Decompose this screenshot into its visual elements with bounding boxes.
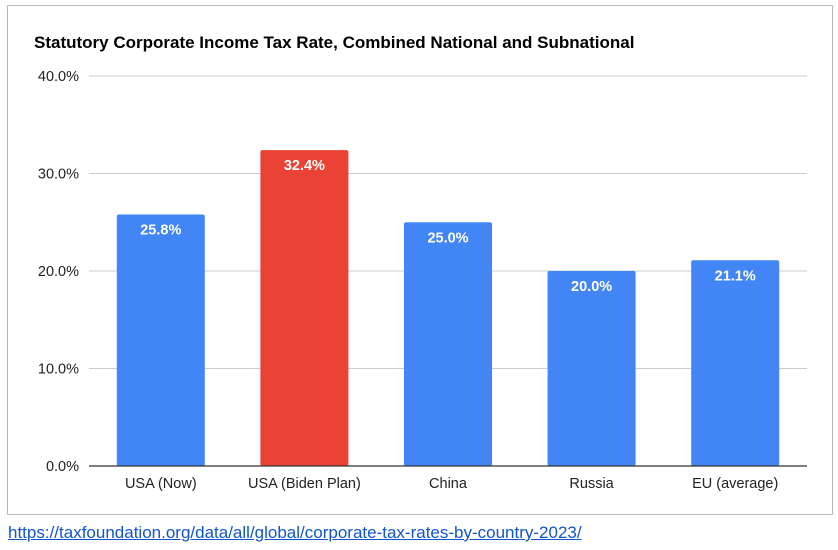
bar-data-label: 20.0% xyxy=(571,279,612,295)
y-tick-label: 30.0% xyxy=(38,167,79,183)
y-tick-label: 40.0% xyxy=(38,69,79,85)
chart-title: Statutory Corporate Income Tax Rate, Com… xyxy=(34,33,634,52)
x-axis-category-labels: USA (Now) USA (Biden Plan) China Russia EU (… xyxy=(125,476,778,492)
bar-data-label: 25.0% xyxy=(427,230,468,246)
y-tick-label: 10.0% xyxy=(38,362,79,378)
y-axis-tick-labels: 0.0% 10.0% 20.0% 30.0% 40.0% xyxy=(38,69,79,475)
bars xyxy=(116,150,780,466)
x-category-label: USA (Biden Plan) xyxy=(248,476,361,492)
bar xyxy=(116,214,205,466)
x-category-label: Russia xyxy=(569,476,614,492)
bar-data-label: 25.8% xyxy=(140,222,181,238)
y-tick-label: 0.0% xyxy=(46,459,79,475)
x-category-label: China xyxy=(429,476,468,492)
bar xyxy=(691,260,780,466)
x-category-label: EU (average) xyxy=(692,476,778,492)
bar xyxy=(547,271,636,466)
bar xyxy=(404,222,492,466)
bar-data-label: 21.1% xyxy=(715,268,756,284)
bar-chart: Statutory Corporate Income Tax Rate, Com… xyxy=(34,33,807,492)
data-labels: 25.8% 32.4% 25.0% 20.0% 21.1% xyxy=(140,158,756,295)
y-tick-label: 20.0% xyxy=(38,264,79,280)
x-category-label: USA (Now) xyxy=(125,476,197,492)
source-link[interactable]: https://taxfoundation.org/data/all/globa… xyxy=(8,523,582,542)
bar-data-label: 32.4% xyxy=(284,158,325,174)
bar xyxy=(260,150,349,466)
